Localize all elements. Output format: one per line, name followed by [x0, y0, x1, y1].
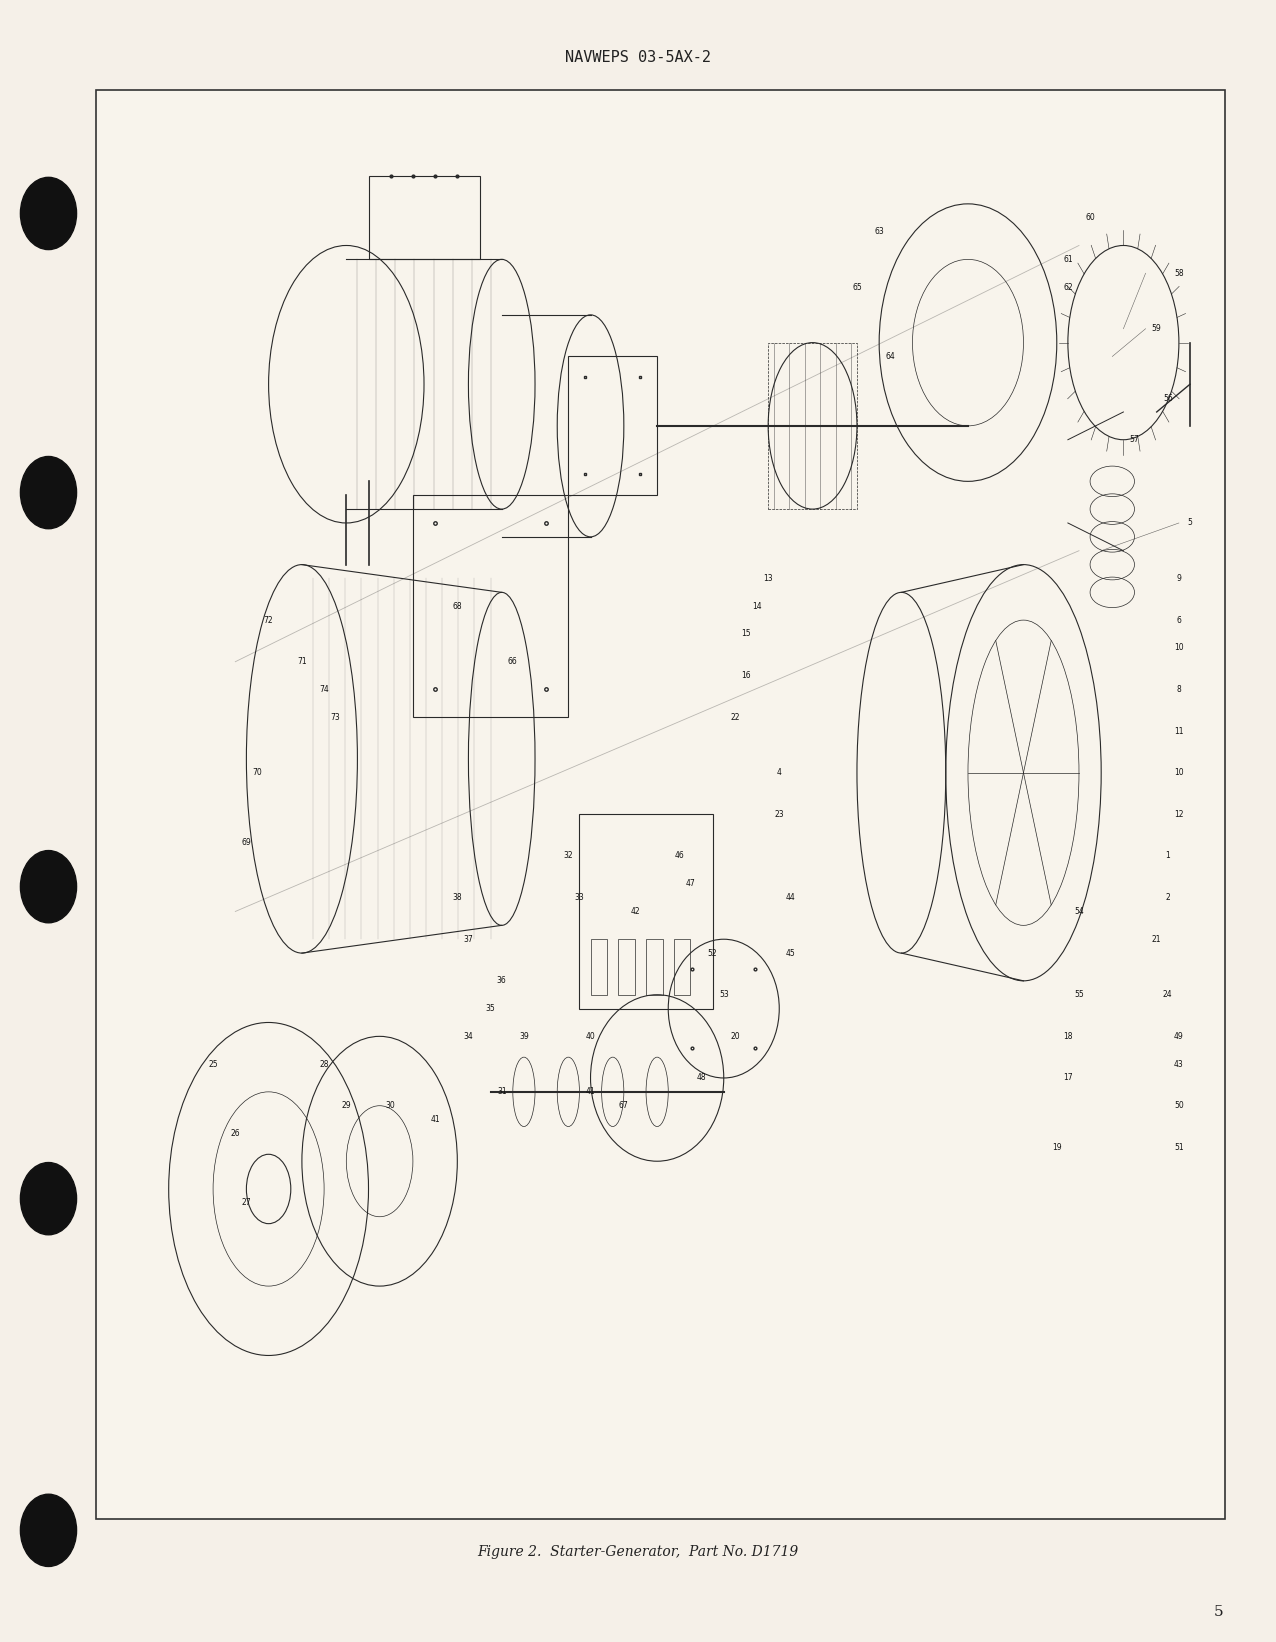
Text: 29: 29 — [342, 1102, 351, 1110]
Text: 73: 73 — [330, 713, 341, 722]
Bar — [619, 939, 635, 995]
Text: 57: 57 — [1129, 435, 1139, 445]
Bar — [646, 939, 662, 995]
Text: 61: 61 — [1063, 255, 1073, 264]
Text: 25: 25 — [208, 1059, 218, 1069]
Circle shape — [20, 851, 77, 923]
Text: 24: 24 — [1162, 990, 1173, 1000]
Text: 21: 21 — [1152, 934, 1161, 944]
Text: 60: 60 — [1085, 213, 1095, 222]
Text: 64: 64 — [886, 351, 896, 361]
Text: 15: 15 — [741, 629, 750, 639]
Text: 70: 70 — [253, 768, 263, 777]
Text: 18: 18 — [1063, 1031, 1073, 1041]
Text: 9: 9 — [1176, 575, 1182, 583]
Text: 58: 58 — [1174, 269, 1184, 277]
Text: 22: 22 — [730, 713, 740, 722]
Text: 5: 5 — [1188, 519, 1193, 527]
Text: 54: 54 — [1074, 906, 1083, 916]
Text: 53: 53 — [718, 990, 729, 1000]
Text: 56: 56 — [1162, 394, 1173, 402]
Text: 16: 16 — [741, 672, 750, 680]
Text: 8: 8 — [1176, 685, 1182, 695]
Text: 65: 65 — [852, 282, 861, 292]
Text: 6: 6 — [1176, 616, 1182, 624]
Text: Figure 2.  Starter-Generator,  Part No. D1719: Figure 2. Starter-Generator, Part No. D1… — [477, 1545, 799, 1558]
Text: 30: 30 — [385, 1102, 396, 1110]
Text: 43: 43 — [1174, 1059, 1184, 1069]
Text: 74: 74 — [319, 685, 329, 695]
Text: 11: 11 — [1174, 727, 1184, 736]
Text: 71: 71 — [297, 657, 306, 667]
Text: 48: 48 — [697, 1074, 707, 1082]
Text: 14: 14 — [753, 601, 762, 611]
Text: 37: 37 — [463, 934, 473, 944]
Text: 20: 20 — [730, 1031, 740, 1041]
Bar — [768, 343, 857, 509]
Bar — [674, 939, 690, 995]
Text: 47: 47 — [685, 878, 695, 888]
Bar — [96, 90, 1225, 1519]
Text: 39: 39 — [519, 1031, 528, 1041]
Text: 52: 52 — [708, 949, 717, 957]
Text: 36: 36 — [496, 977, 507, 985]
Text: 34: 34 — [463, 1031, 473, 1041]
Bar — [413, 496, 568, 718]
Circle shape — [20, 1163, 77, 1235]
Bar — [591, 939, 607, 995]
Text: 26: 26 — [231, 1130, 240, 1138]
Text: 51: 51 — [1174, 1143, 1184, 1151]
Text: 33: 33 — [574, 893, 584, 901]
Text: 45: 45 — [786, 949, 795, 957]
Text: 46: 46 — [675, 852, 684, 860]
Text: 35: 35 — [486, 1005, 495, 1013]
Text: 63: 63 — [874, 227, 884, 236]
Text: 31: 31 — [496, 1087, 507, 1097]
Text: 13: 13 — [763, 575, 773, 583]
Text: NAVWEPS 03-5AX-2: NAVWEPS 03-5AX-2 — [565, 49, 711, 66]
Text: 19: 19 — [1051, 1143, 1062, 1151]
Text: 68: 68 — [453, 601, 462, 611]
Text: 23: 23 — [775, 810, 783, 819]
Text: 10: 10 — [1174, 768, 1184, 777]
Circle shape — [20, 177, 77, 250]
Text: 17: 17 — [1063, 1074, 1073, 1082]
Text: 41: 41 — [586, 1087, 596, 1097]
Text: 44: 44 — [786, 893, 795, 901]
Circle shape — [20, 1494, 77, 1566]
Text: 55: 55 — [1074, 990, 1083, 1000]
Text: 10: 10 — [1174, 644, 1184, 652]
Text: 1: 1 — [1165, 852, 1170, 860]
Bar — [579, 814, 713, 1008]
Text: 49: 49 — [1174, 1031, 1184, 1041]
Bar — [568, 356, 657, 496]
Text: 38: 38 — [453, 893, 462, 901]
Text: 69: 69 — [241, 837, 251, 847]
Text: 66: 66 — [508, 657, 518, 667]
Text: 4: 4 — [777, 768, 782, 777]
Text: 41: 41 — [430, 1115, 440, 1125]
Text: 67: 67 — [619, 1102, 629, 1110]
Text: 40: 40 — [586, 1031, 596, 1041]
Text: 2: 2 — [1165, 893, 1170, 901]
Text: 5: 5 — [1213, 1606, 1224, 1619]
Text: 28: 28 — [319, 1059, 329, 1069]
Text: 62: 62 — [1063, 282, 1073, 292]
Text: 12: 12 — [1174, 810, 1184, 819]
Text: 42: 42 — [630, 906, 639, 916]
Text: 59: 59 — [1152, 323, 1161, 333]
Circle shape — [20, 456, 77, 529]
Text: 32: 32 — [564, 852, 573, 860]
Text: 72: 72 — [264, 616, 273, 624]
Bar — [369, 176, 480, 259]
Text: 50: 50 — [1174, 1102, 1184, 1110]
Text: 27: 27 — [241, 1199, 251, 1207]
